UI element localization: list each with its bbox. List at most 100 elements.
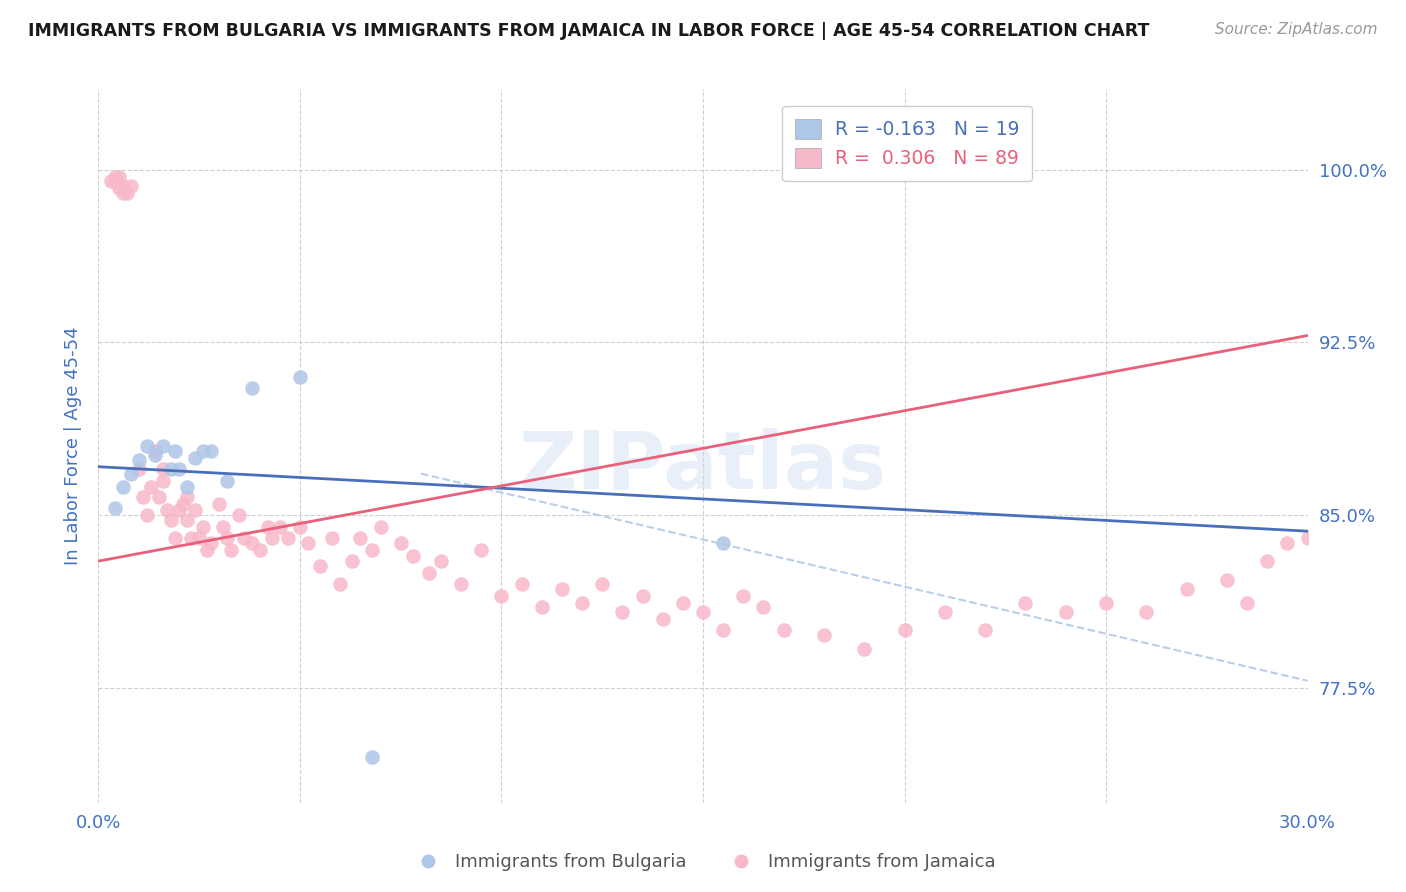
Point bbox=[1337, 508, 1360, 522]
Point bbox=[221, 542, 243, 557]
Point bbox=[240, 381, 263, 395]
Point bbox=[180, 531, 202, 545]
Point bbox=[120, 467, 142, 481]
Point bbox=[1175, 582, 1198, 596]
Point bbox=[120, 178, 142, 193]
Point bbox=[651, 612, 673, 626]
Point bbox=[156, 503, 179, 517]
Point bbox=[152, 474, 174, 488]
Point bbox=[672, 595, 695, 609]
Point bbox=[1216, 573, 1239, 587]
Point bbox=[232, 531, 254, 545]
Point bbox=[135, 439, 157, 453]
Text: IMMIGRANTS FROM BULGARIA VS IMMIGRANTS FROM JAMAICA IN LABOR FORCE | AGE 45-54 C: IMMIGRANTS FROM BULGARIA VS IMMIGRANTS F… bbox=[28, 22, 1150, 40]
Point bbox=[370, 519, 392, 533]
Point bbox=[772, 623, 794, 637]
Point bbox=[111, 178, 134, 193]
Point bbox=[934, 605, 956, 619]
Point bbox=[188, 531, 211, 545]
Point bbox=[143, 443, 166, 458]
Y-axis label: In Labor Force | Age 45-54: In Labor Force | Age 45-54 bbox=[63, 326, 82, 566]
Legend: Immigrants from Bulgaria, Immigrants from Jamaica: Immigrants from Bulgaria, Immigrants fro… bbox=[404, 847, 1002, 879]
Point bbox=[450, 577, 472, 591]
Text: Source: ZipAtlas.com: Source: ZipAtlas.com bbox=[1215, 22, 1378, 37]
Point bbox=[349, 531, 371, 545]
Text: ZIPatlas: ZIPatlas bbox=[519, 428, 887, 507]
Point bbox=[100, 174, 122, 188]
Point bbox=[163, 443, 186, 458]
Point bbox=[288, 519, 311, 533]
Point bbox=[571, 595, 593, 609]
Point bbox=[1236, 595, 1258, 609]
Point bbox=[143, 448, 166, 462]
Point bbox=[551, 582, 574, 596]
Point bbox=[249, 542, 271, 557]
Point bbox=[342, 554, 364, 568]
Point bbox=[195, 542, 218, 557]
Point bbox=[256, 519, 278, 533]
Point bbox=[208, 497, 231, 511]
Point bbox=[167, 462, 190, 476]
Point bbox=[200, 535, 222, 549]
Point bbox=[160, 462, 183, 476]
Point bbox=[631, 589, 654, 603]
Point bbox=[212, 519, 235, 533]
Point bbox=[1014, 595, 1036, 609]
Point bbox=[361, 542, 384, 557]
Point bbox=[107, 181, 129, 195]
Point bbox=[260, 531, 283, 545]
Point bbox=[813, 628, 835, 642]
Point bbox=[1256, 554, 1278, 568]
Point bbox=[135, 508, 157, 522]
Point bbox=[470, 542, 492, 557]
Legend: R = -0.163   N = 19, R =  0.306   N = 89: R = -0.163 N = 19, R = 0.306 N = 89 bbox=[782, 106, 1032, 181]
Point bbox=[128, 462, 150, 476]
Point bbox=[176, 490, 198, 504]
Point bbox=[591, 577, 613, 591]
Point bbox=[329, 577, 352, 591]
Point bbox=[132, 490, 155, 504]
Point bbox=[361, 749, 384, 764]
Point bbox=[1296, 531, 1319, 545]
Point bbox=[148, 490, 170, 504]
Point bbox=[200, 443, 222, 458]
Point bbox=[692, 605, 714, 619]
Point bbox=[430, 554, 453, 568]
Point bbox=[107, 169, 129, 184]
Point bbox=[893, 623, 915, 637]
Point bbox=[111, 480, 134, 494]
Point bbox=[172, 497, 194, 511]
Point bbox=[167, 503, 190, 517]
Point bbox=[418, 566, 440, 580]
Point bbox=[152, 462, 174, 476]
Point bbox=[974, 623, 997, 637]
Point bbox=[277, 531, 299, 545]
Point bbox=[1277, 535, 1299, 549]
Point bbox=[139, 480, 162, 494]
Point bbox=[1095, 595, 1118, 609]
Point bbox=[193, 519, 215, 533]
Point bbox=[297, 535, 319, 549]
Point bbox=[402, 549, 425, 564]
Point bbox=[711, 623, 734, 637]
Point bbox=[176, 513, 198, 527]
Point bbox=[321, 531, 343, 545]
Point bbox=[115, 186, 138, 200]
Point bbox=[530, 600, 553, 615]
Point bbox=[733, 589, 755, 603]
Point bbox=[228, 508, 250, 522]
Point bbox=[612, 605, 634, 619]
Point bbox=[1054, 605, 1077, 619]
Point bbox=[240, 535, 263, 549]
Point bbox=[853, 641, 876, 656]
Point bbox=[711, 535, 734, 549]
Point bbox=[389, 535, 412, 549]
Point bbox=[1316, 519, 1339, 533]
Point bbox=[184, 450, 207, 465]
Point bbox=[510, 577, 533, 591]
Point bbox=[288, 370, 311, 384]
Point bbox=[160, 513, 183, 527]
Point bbox=[103, 169, 125, 184]
Point bbox=[152, 439, 174, 453]
Point bbox=[193, 443, 215, 458]
